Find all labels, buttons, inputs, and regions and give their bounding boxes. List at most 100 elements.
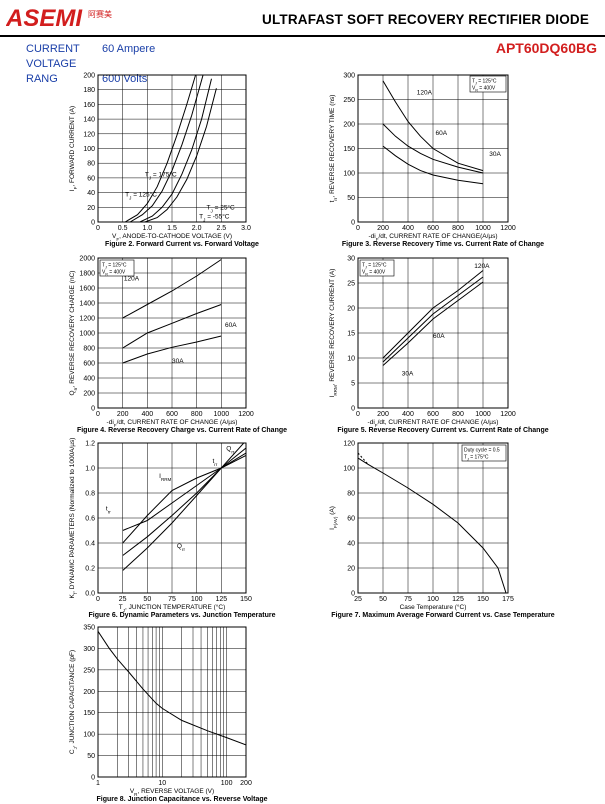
fig2-ytick-label: 200: [83, 73, 95, 80]
fig4-legend-box: [99, 259, 135, 277]
fig6-frame: [97, 442, 247, 594]
logo-cn-text: 阿赛美: [88, 9, 112, 19]
fig4-xtick-label: 0: [96, 411, 100, 418]
fig6-xtick-label: 50: [143, 596, 151, 603]
fig2-xtick-label: 3.0: [241, 225, 251, 232]
fig4-ytick-label: 400: [83, 376, 95, 383]
fig6-ytick-label: 0.4: [85, 541, 95, 548]
fig5-xlabel: -diF/dt, CURRENT RATE OF CHANGE (A/µs): [368, 419, 499, 428]
fig4-curve-label: 30A: [172, 358, 184, 365]
fig6-series-4-line: [122, 447, 246, 556]
spec-current: CURRENT 60 Ampere: [26, 43, 156, 55]
fig5-ytick-label: 20: [347, 306, 355, 313]
fig3-xtick-label: 1000: [475, 225, 491, 232]
fig7-extrapolation-line: [357, 452, 369, 465]
fig4-title: Figure 4. Reverse Recovery Charge vs. Cu…: [77, 427, 287, 434]
fig7-xtick-label: 25: [354, 596, 362, 603]
fig8-grid: [98, 627, 246, 777]
fig6-ylabel: Kf, DYNAMIC PARAMETERS (Normalized to 10…: [69, 438, 78, 599]
fig2-xtick-label: 1.5: [167, 225, 177, 232]
fig3-legend-entry: VR = 400V: [472, 86, 496, 93]
fig6-curve-label: trr: [106, 506, 111, 515]
fig2-xtick-label: 2.5: [216, 225, 226, 232]
fig6-ytick-label: 0.0: [85, 591, 95, 598]
fig2-series-1-line: [124, 75, 197, 222]
fig7-xtick-label: 100: [427, 596, 439, 603]
fig4-ytick-label: 1000: [79, 331, 95, 338]
fig4-ytick-label: 0: [91, 406, 95, 413]
fig2-series-4-line: [144, 88, 217, 222]
fig5-xtick-label: 0: [356, 411, 360, 418]
fig8-ytick-label: 250: [83, 667, 95, 674]
fig3-legend-box: [469, 75, 507, 93]
fig2-curve-label: TJ = 25°C: [207, 204, 236, 214]
fig8-chart: 1 10 100 200 0 50 100 150 200 250 300 350 VR, REVERS…: [69, 625, 268, 804]
fig7-xtick-label: 125: [452, 596, 464, 603]
fig4-xtick-label: 1000: [214, 411, 230, 418]
fig4-series-2-line: [122, 304, 222, 349]
fig7-legend-entry: TJ = 175°C: [464, 455, 489, 462]
fig4-ytick-label: 800: [83, 346, 95, 353]
fig2-xtick-label: 1.0: [142, 225, 152, 232]
fig7-xtick-label: 50: [379, 596, 387, 603]
fig8-xtick-label: 10: [158, 780, 166, 787]
fig4-xlabel: -diF/dt, CURRENT RATE OF CHANGE (A/µs): [107, 419, 238, 428]
fig5-ytick-label: 25: [347, 281, 355, 288]
fig2-ytick-label: 60: [87, 175, 95, 182]
fig6-chart: 0 25 50 75 100 125 150 0.0 0.2 0.4 0.6 0.8 1.0 1.2 TJ,…: [69, 438, 276, 619]
fig6-ytick-label: 1.0: [85, 466, 95, 473]
fig2-ytick-label: 0: [91, 220, 95, 227]
fig4-xtick-label: 400: [141, 411, 153, 418]
fig5-ytick-label: 30: [347, 256, 355, 263]
fig6-series-3-line: [122, 443, 245, 571]
fig8-ytick-label: 0: [91, 775, 95, 782]
fig4-ytick-label: 1600: [79, 286, 95, 293]
fig5-curve-label: 120A: [474, 263, 490, 270]
fig6-xtick-label: 100: [191, 596, 203, 603]
fig3-ytick-label: 0: [351, 220, 355, 227]
fig5-curve-label: 30A: [402, 371, 414, 378]
fig7-chart: 25 50 75 100 125 150 175 0 20 40 60 80 100 120 Case Te…: [329, 441, 555, 620]
fig5-xtick-label: 200: [377, 411, 389, 418]
fig6-ytick-label: 0.8: [85, 491, 95, 498]
fig7-series-1-line: [358, 457, 507, 593]
fig4-xtick-label: 1200: [238, 411, 254, 418]
fig3-xtick-label: 1200: [500, 225, 516, 232]
fig8-xtick-label: 1: [96, 780, 100, 787]
fig8-ytick-label: 50: [87, 753, 95, 760]
fig5-chart: 0 200 400 600 800 1000 1200 0 5 10 15 20 25 30 -diF/dt…: [329, 256, 549, 435]
fig5-grid: [358, 258, 508, 408]
fig6-curve-label: trr: [212, 458, 217, 467]
fig5-ytick-label: 0: [351, 406, 355, 413]
fig8-xlabel: VR, REVERSE VOLTAGE (V): [130, 788, 214, 797]
fig8-xtick-label: 200: [240, 780, 252, 787]
fig7-legend-box: [461, 444, 507, 462]
fig8-ytick-label: 200: [83, 689, 95, 696]
fig6-curve-label: Qrr: [226, 446, 235, 455]
fig6-xtick-label: 0: [96, 596, 100, 603]
fig5-xtick-label: 1200: [500, 411, 516, 418]
fig6-ytick-label: 0.2: [85, 566, 95, 573]
fig5-legend-entry: VR = 400V: [362, 270, 386, 277]
fig6-xtick-label: 150: [240, 596, 252, 603]
fig8-title: Figure 8. Junction Capacitance vs. Rever…: [96, 796, 267, 803]
spec-voltage: VOLTAGE RANG 600 Volts: [26, 58, 148, 85]
fig5-xtick-label: 1000: [475, 411, 491, 418]
fig2-curve-label: TJ = 175°C: [145, 170, 177, 180]
fig8-ytick-label: 350: [83, 625, 95, 632]
logo-text: ASEMI: [6, 5, 83, 32]
fig8-ytick-label: 150: [83, 710, 95, 717]
fig3-ytick-label: 200: [343, 122, 355, 129]
fig7-ytick-label: 60: [347, 516, 355, 523]
fig5-ylabel: IRRM, REVERSE RECOVERY CURRENT (A): [329, 269, 338, 398]
fig4-grid: [98, 258, 246, 408]
fig4-ytick-label: 200: [83, 391, 95, 398]
fig3-curve-label: 120A: [417, 90, 433, 97]
fig7-legend-entry: Duty cycle = 0.5: [464, 448, 500, 454]
fig3-series-2-line: [382, 123, 484, 174]
asemi-logo: ASEMI 阿赛美: [5, 4, 116, 39]
fig3-ytick-label: 50: [347, 195, 355, 202]
fig3-xtick-label: 600: [427, 225, 439, 232]
fig5-title: Figure 5. Reverse Recovery Current vs. C…: [337, 427, 548, 434]
fig2-chart: 0 0.5 1.0 1.5 2.0 2.5 3.0 0 20 40 60 80 100 120 140 160…: [69, 73, 259, 249]
